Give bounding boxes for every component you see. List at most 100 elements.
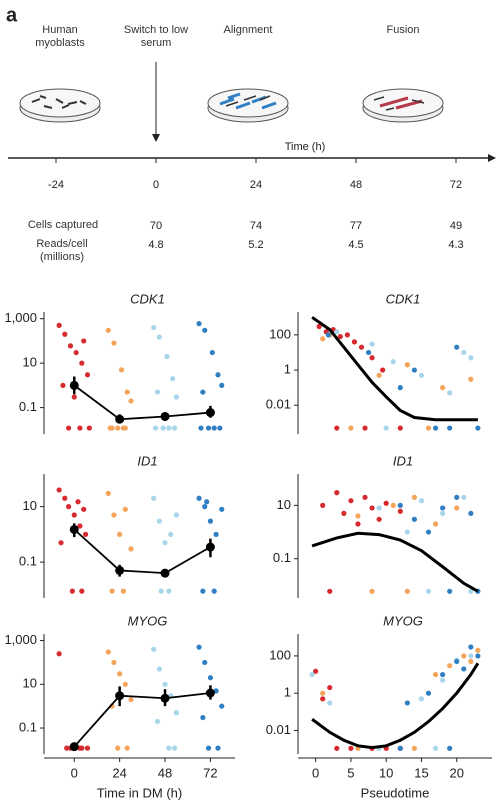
point [404, 529, 410, 535]
point [404, 588, 410, 594]
point [84, 745, 91, 751]
point [397, 502, 403, 508]
point [128, 398, 134, 404]
point [454, 658, 460, 665]
point [334, 490, 340, 496]
point [440, 510, 446, 516]
dish-1 [19, 88, 101, 123]
point [154, 718, 161, 725]
point [461, 494, 467, 500]
panel-title: CDK1 [130, 291, 165, 306]
point [164, 353, 170, 360]
point [205, 745, 212, 751]
point [432, 425, 439, 431]
y-tick-label: 10 [23, 676, 37, 691]
point [468, 653, 474, 659]
point [58, 540, 64, 546]
y-tick-label: 10 [277, 497, 291, 512]
point [209, 349, 215, 356]
point [320, 696, 326, 702]
point [152, 425, 159, 431]
point [425, 425, 432, 431]
point [122, 681, 128, 687]
point [215, 372, 221, 378]
point [86, 425, 92, 431]
mean-point [115, 565, 125, 575]
mean-point [160, 568, 170, 578]
point [162, 540, 168, 546]
point [173, 394, 179, 400]
point [196, 495, 202, 501]
point [334, 329, 340, 335]
point [313, 668, 319, 674]
point [468, 588, 474, 594]
point [56, 322, 62, 328]
point [56, 651, 62, 657]
x-tick-label: 24 [112, 765, 126, 780]
panel-label: a [6, 4, 18, 26]
point [344, 332, 350, 338]
point [475, 425, 481, 431]
point [334, 425, 340, 431]
point [461, 666, 467, 672]
panel-title: MYOG [128, 613, 168, 628]
point [468, 644, 474, 650]
stage-label: Switch to low serum [123, 24, 189, 49]
point [425, 690, 432, 696]
point [432, 521, 439, 527]
y-tick-label: 1 [284, 361, 291, 376]
point [111, 659, 117, 666]
time-tick-label: -24 [48, 179, 64, 191]
point [468, 510, 474, 516]
point [65, 504, 72, 510]
point [397, 425, 403, 431]
stage-label: Fusion [386, 24, 420, 36]
stage-label: Human myoblasts [35, 24, 85, 49]
arrow-head [152, 134, 160, 142]
y-tick-label: 10 [23, 355, 37, 370]
point [447, 745, 453, 751]
point [411, 745, 417, 751]
point [390, 502, 396, 508]
point [69, 588, 75, 594]
point [454, 344, 460, 350]
stage-label: Alignment [223, 24, 273, 36]
point [351, 339, 358, 345]
point [390, 359, 396, 365]
panel-title: MYOG [383, 613, 423, 628]
table-cell: 77 [350, 220, 362, 232]
time-tick-label: 48 [350, 179, 362, 191]
time-tick-label: 72 [450, 179, 462, 191]
table-cell: 5.2 [248, 239, 263, 251]
point [65, 425, 72, 431]
point [120, 588, 127, 594]
point [362, 425, 368, 431]
point [461, 349, 467, 356]
point [81, 338, 87, 344]
point [118, 367, 125, 373]
trend-curve [311, 531, 479, 593]
point [120, 425, 127, 431]
point [432, 671, 439, 678]
point [160, 425, 166, 431]
point [117, 531, 123, 537]
point [215, 745, 221, 751]
point [77, 425, 83, 431]
point [171, 745, 178, 751]
point [79, 360, 85, 366]
point [105, 490, 111, 496]
point [71, 394, 77, 400]
point [128, 696, 134, 703]
point [202, 327, 208, 333]
point [168, 531, 174, 537]
point [77, 523, 83, 529]
point [440, 671, 446, 678]
time-tick-label: 24 [250, 179, 262, 191]
point [202, 659, 208, 666]
point [166, 588, 172, 594]
x-tick-label: 48 [158, 765, 172, 780]
point [383, 425, 389, 431]
row-label: Cells captured [27, 219, 99, 231]
